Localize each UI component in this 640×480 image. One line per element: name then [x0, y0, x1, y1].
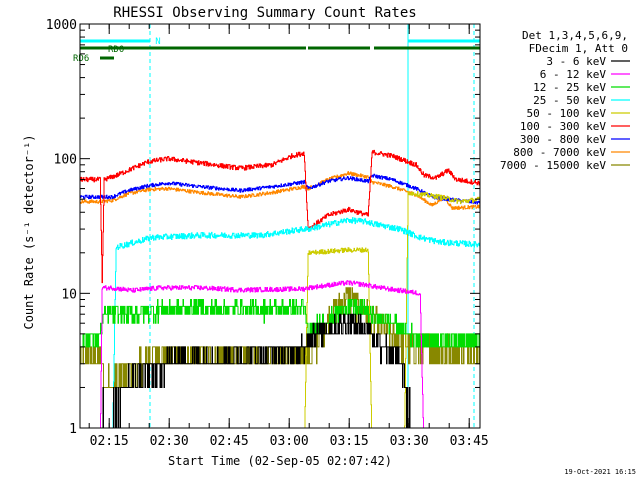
x-tick-label-03-30: 03:30 [390, 434, 429, 449]
legend-label-100-300-kev: 100 - 300 keV [520, 120, 606, 133]
annotation-rd6: RD6 [73, 54, 89, 64]
series-line-300-800-kev [80, 173, 480, 205]
plot-frame: 1 10 100 1000 02:15 02:30 02:45 03:00 03:15 03:30… [46, 18, 489, 449]
x-tick-label-02-30: 02:30 [150, 434, 189, 449]
legend: Det 1,3,4,5,6,9,FDecim 1, Att 03 - 6 keV… [500, 29, 630, 172]
series-group [80, 149, 480, 428]
series-line-25-50-kev [112, 217, 480, 428]
series-line-12-25-kev [80, 299, 480, 348]
series-line-6-12-kev [100, 280, 424, 428]
plot-data-layer: N RD0 RD6 [73, 24, 480, 428]
legend-header-1: FDecim 1, Att 0 [529, 42, 628, 55]
annotation-rd0: RD0 [108, 45, 124, 55]
y-tick-label-1000: 1000 [46, 18, 77, 33]
legend-label-25-50-kev: 25 - 50 keV [533, 94, 606, 107]
legend-header-0: Det 1,3,4,5,6,9, [522, 29, 628, 42]
legend-label-7000-15000-kev: 7000 - 15000 keV [500, 159, 606, 172]
x-tick-label-02-15: 02:15 [90, 434, 129, 449]
legend-label-6-12-kev: 6 - 12 keV [540, 68, 607, 81]
x-axis-label: Start Time (02-Sep-05 02:07:42) [168, 454, 392, 468]
legend-label-3-6-kev: 3 - 6 keV [546, 55, 606, 68]
y-tick-label-100: 100 [54, 153, 77, 168]
x-tick-label-03-15: 03:15 [330, 434, 369, 449]
date-stamp: 19-Oct-2021 16:15 [564, 468, 636, 476]
annotation-n: N [155, 37, 160, 47]
legend-label-300-800-kev: 300 - 800 keV [520, 133, 606, 146]
legend-label-800-7000-kev: 800 - 7000 keV [513, 146, 606, 159]
legend-label-50-100-kev: 50 - 100 keV [527, 107, 607, 120]
plot-border [79, 23, 481, 429]
y-tick-label-10: 10 [61, 287, 77, 302]
x-tick-label-03-45: 03:45 [450, 434, 489, 449]
series-line-100-300-kev [80, 149, 480, 284]
x-tick-label-02-45: 02:45 [210, 434, 249, 449]
series-line-3-6-kev [80, 313, 416, 428]
y-tick-label-1: 1 [69, 422, 77, 437]
chart-title: RHESSI Observing Summary Count Rates [113, 5, 416, 21]
series-line-50-100-kev [304, 191, 480, 428]
x-tick-label-03-00: 03:00 [270, 434, 309, 449]
legend-label-12-25-kev: 12 - 25 keV [533, 81, 606, 94]
y-axis-label: Count Rate (s⁻¹ detector⁻¹) [22, 134, 36, 329]
